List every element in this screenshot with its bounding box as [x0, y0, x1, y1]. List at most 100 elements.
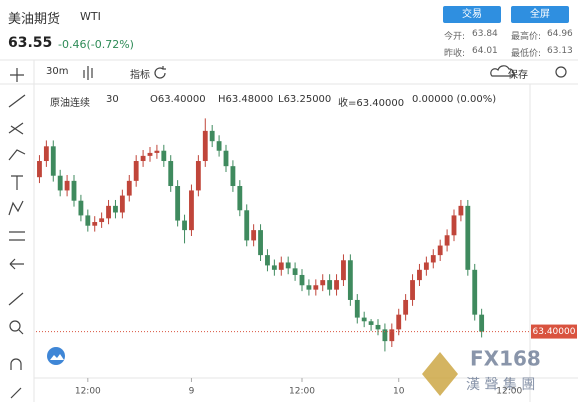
x-tick-label: 10	[393, 387, 405, 397]
x-tick-label: 12:00	[289, 387, 315, 397]
stat-label: 最低价:	[511, 49, 542, 59]
candle-body	[244, 210, 250, 241]
fullscreen-button[interactable]: 全屏	[511, 6, 569, 23]
candle-body	[189, 190, 194, 231]
candle-body	[265, 255, 270, 266]
candle-body	[403, 299, 409, 315]
candle-body	[154, 150, 160, 153]
cloud-button[interactable]	[47, 347, 65, 365]
candle-body	[216, 141, 222, 151]
candle-body	[161, 150, 167, 162]
candle-body	[423, 262, 429, 270]
candle-body	[175, 186, 181, 221]
indicator-button[interactable]: 指标	[130, 70, 150, 81]
candle-body	[327, 280, 333, 290]
interval-selector[interactable]: 30m	[46, 66, 69, 77]
candle-body	[258, 230, 263, 256]
candle-body	[417, 269, 422, 281]
candle-body	[113, 205, 118, 213]
candle-body	[92, 222, 98, 226]
stat-value: 63.84	[472, 29, 498, 39]
candle-body	[182, 220, 187, 231]
stat-value: 64.96	[547, 29, 573, 39]
candle-body	[147, 152, 153, 156]
candle-body	[375, 324, 381, 330]
x-tick-label: 12:00	[75, 387, 101, 397]
candle-body	[278, 262, 284, 270]
candle-body	[43, 146, 49, 162]
candle-body	[271, 265, 277, 270]
candle-body	[334, 280, 339, 290]
watermark: FX168 漢 聲 集 團	[422, 347, 541, 396]
candle-body	[140, 155, 146, 162]
candle-body	[306, 285, 312, 290]
trade-button[interactable]: 交易	[443, 6, 501, 23]
candle-body	[99, 218, 105, 223]
candle-body	[341, 260, 346, 281]
x-tick-label: 9	[189, 387, 195, 397]
stat-label: 今开:	[444, 32, 466, 42]
candle-body	[299, 274, 305, 286]
candle-body	[472, 269, 478, 315]
price-change: -0.46(-0.72%)	[58, 38, 134, 51]
candle-body	[71, 180, 77, 201]
candle-body	[202, 130, 208, 162]
candle-body	[410, 280, 415, 300]
candle-body	[126, 180, 132, 196]
x-tick-label: 12:00	[496, 387, 522, 397]
save-button[interactable]: 保存	[508, 70, 528, 81]
watermark-brand: FX168	[470, 347, 541, 371]
candle-body	[465, 205, 471, 270]
candle-body	[292, 268, 298, 275]
legend-low: L63.25000	[278, 94, 332, 105]
candle-body	[451, 215, 457, 236]
candle-body	[458, 205, 464, 216]
instrument-symbol: WTI	[80, 10, 101, 23]
stat-label: 昨收:	[444, 49, 466, 59]
candle-body	[50, 146, 56, 176]
legend-interval: 30	[106, 94, 119, 105]
candle-body	[437, 245, 443, 256]
candle-body	[389, 329, 395, 342]
stat-value: 64.01	[472, 46, 498, 56]
candle-body	[209, 130, 215, 142]
stat-value: 63.13	[547, 46, 573, 56]
candle-body	[106, 205, 111, 219]
candle-body	[368, 321, 374, 325]
candle-body	[354, 299, 360, 318]
candle-body	[347, 260, 353, 300]
candle-body	[57, 175, 63, 191]
candle-body	[230, 166, 236, 187]
watermark-logo	[422, 352, 458, 396]
candle-body	[85, 215, 91, 226]
last-price: 63.55	[8, 35, 53, 51]
candle-body	[133, 161, 139, 181]
candle-body	[479, 314, 485, 332]
candle-body	[320, 280, 326, 286]
candle-body	[430, 255, 436, 263]
watermark-group: 漢 聲 集 團	[466, 376, 535, 393]
legend-series: 原油连续	[50, 98, 90, 109]
legend-open: O63.40000	[150, 94, 206, 105]
instrument-name: 美油期货	[8, 12, 61, 27]
candle-body	[396, 314, 402, 330]
candle-body	[313, 285, 319, 290]
stat-label: 最高价:	[511, 32, 542, 42]
candle-body	[168, 161, 174, 187]
legend-close: 收=63.40000	[338, 98, 405, 109]
candle-body	[64, 180, 70, 191]
candle-body	[237, 186, 243, 211]
candle-body	[251, 230, 257, 241]
candle-body	[195, 161, 201, 191]
drawing-tools[interactable]	[8, 65, 567, 399]
candle-body	[361, 317, 367, 322]
candle-body	[37, 161, 42, 178]
cloud-icon	[50, 354, 64, 360]
candle-body	[223, 150, 229, 167]
candle-body	[78, 200, 84, 216]
legend-change: 0.00000 (0.00%)	[412, 94, 497, 105]
price-tag-label: 63.40000	[533, 327, 576, 337]
candle-body	[119, 195, 125, 213]
